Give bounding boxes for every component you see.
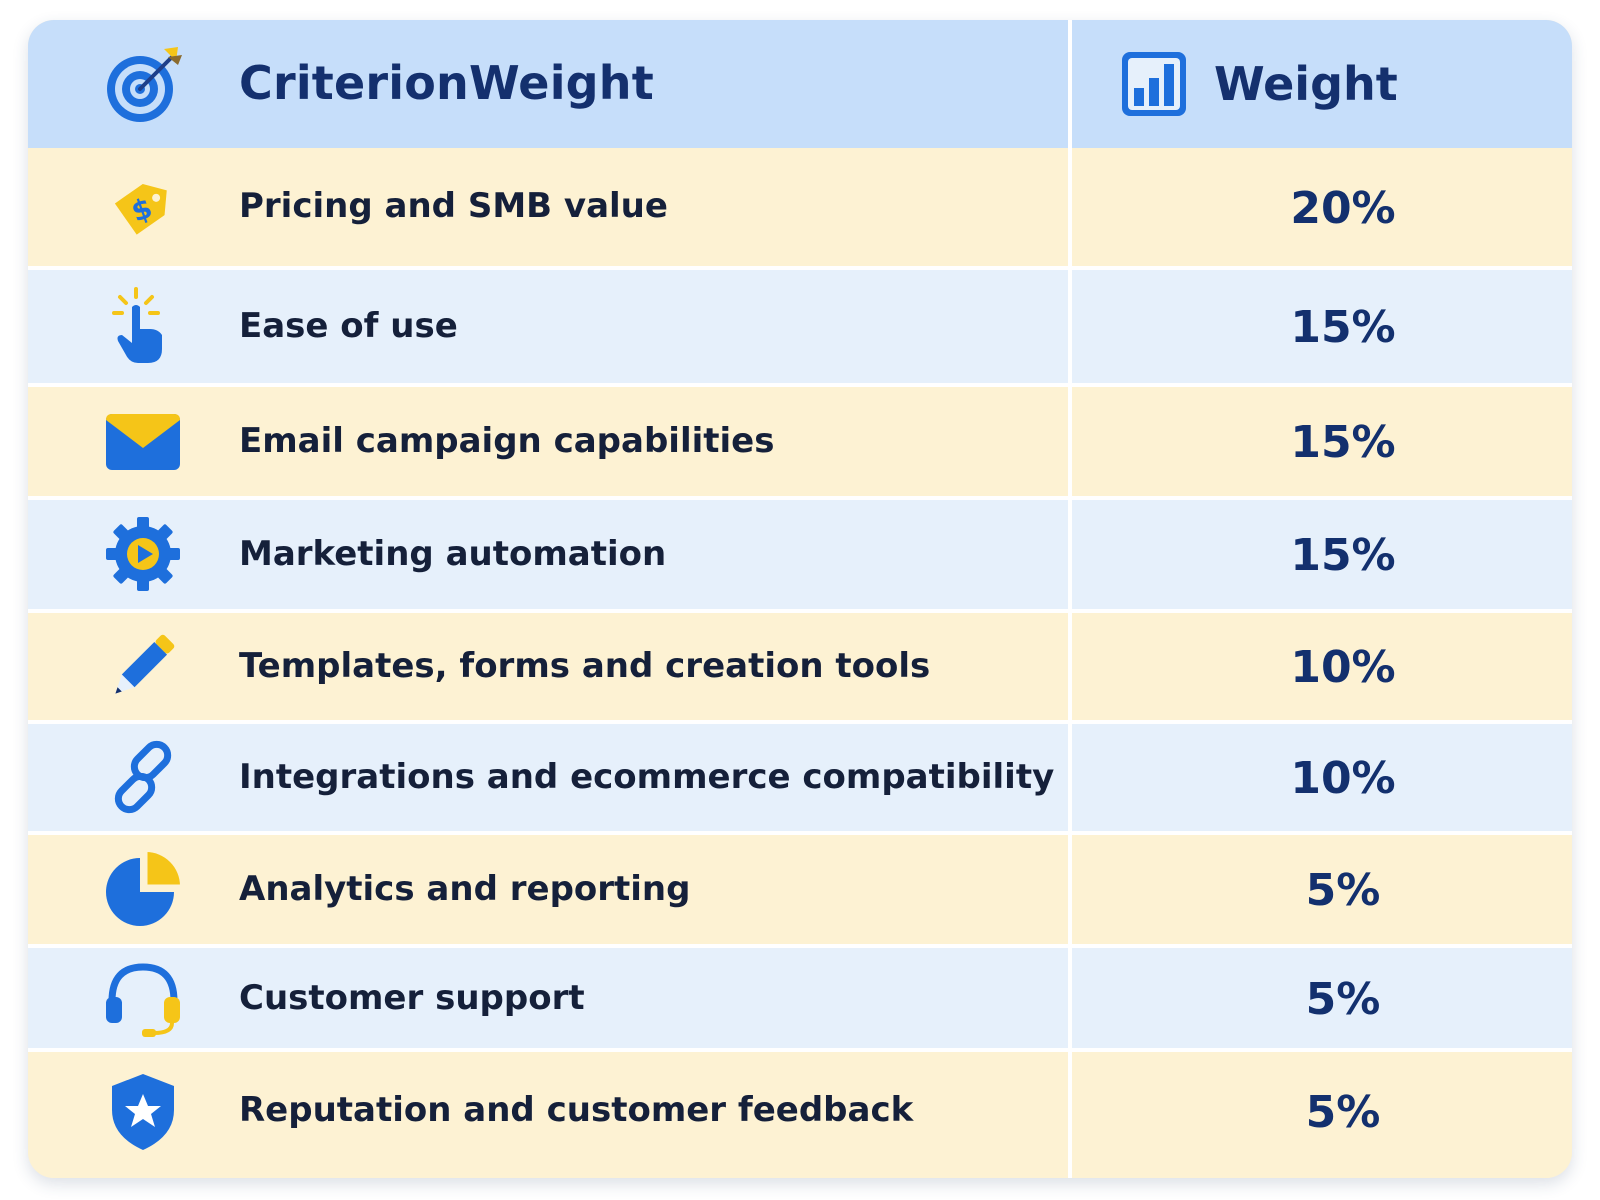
row-divider	[28, 496, 1572, 500]
weight-value: 20%	[1290, 183, 1396, 234]
weight-header: Weight	[1120, 50, 1450, 118]
pie-chart-icon	[102, 848, 184, 930]
row-divider	[28, 1048, 1572, 1052]
row-divider	[28, 266, 1572, 270]
tap-hand-icon	[102, 285, 184, 367]
criterion-label: Email campaign capabilities	[239, 421, 775, 461]
weight-value: 15%	[1290, 302, 1396, 353]
table-row: Marketing automation 15%	[28, 500, 1572, 609]
pencil-icon	[102, 625, 184, 707]
gear-play-icon	[102, 513, 184, 595]
criterion-label: Reputation and customer feedback	[239, 1090, 914, 1130]
weight-value: 10%	[1290, 642, 1396, 693]
weight-value: 5%	[1305, 974, 1381, 1025]
row-divider	[28, 609, 1572, 613]
table-row: Customer support 5%	[28, 948, 1572, 1048]
criterion-label: Templates, forms and creation tools	[239, 646, 931, 686]
table-row: Ease of use 15%	[28, 270, 1572, 383]
row-divider	[28, 944, 1572, 948]
criterion-label: Integrations and ecommerce compatibility	[239, 757, 1055, 797]
table-row: $ Pricing and SMB value 20%	[28, 148, 1572, 266]
shield-star-icon	[102, 1070, 184, 1152]
row-divider	[28, 831, 1572, 835]
link-icon	[102, 736, 184, 818]
criterion-label: Ease of use	[239, 306, 458, 346]
weight-value: 10%	[1290, 753, 1396, 804]
weight-header-label: Weight	[1214, 57, 1398, 111]
criterion-label: Analytics and reporting	[239, 869, 691, 909]
table-row: Analytics and reporting 5%	[28, 835, 1572, 944]
bar-chart-icon	[1120, 50, 1188, 118]
row-divider	[28, 720, 1572, 724]
table-row: Email campaign capabilities 15%	[28, 387, 1572, 496]
weight-value: 5%	[1305, 865, 1381, 916]
weight-value: 15%	[1290, 417, 1396, 468]
criteria-weight-table: CriterionWeight Weight $	[28, 20, 1572, 1178]
weight-value: 15%	[1290, 530, 1396, 581]
criterion-label: Pricing and SMB value	[239, 186, 668, 226]
weight-value: 5%	[1305, 1087, 1381, 1138]
criterion-header-label: CriterionWeight	[239, 56, 654, 110]
table-header: CriterionWeight Weight	[28, 20, 1572, 148]
table-row: Integrations and ecommerce compatibility…	[28, 724, 1572, 831]
table-row: Reputation and customer feedback 5%	[28, 1052, 1572, 1178]
price-tag-icon: $	[102, 166, 184, 248]
table-row: Templates, forms and creation tools 10%	[28, 613, 1572, 720]
criterion-label: Customer support	[239, 978, 585, 1018]
criterion-label: Marketing automation	[239, 534, 667, 574]
envelope-icon	[102, 400, 184, 482]
target-icon	[102, 43, 184, 125]
headset-icon	[102, 957, 184, 1039]
row-divider	[28, 383, 1572, 387]
column-divider	[1068, 20, 1072, 1178]
